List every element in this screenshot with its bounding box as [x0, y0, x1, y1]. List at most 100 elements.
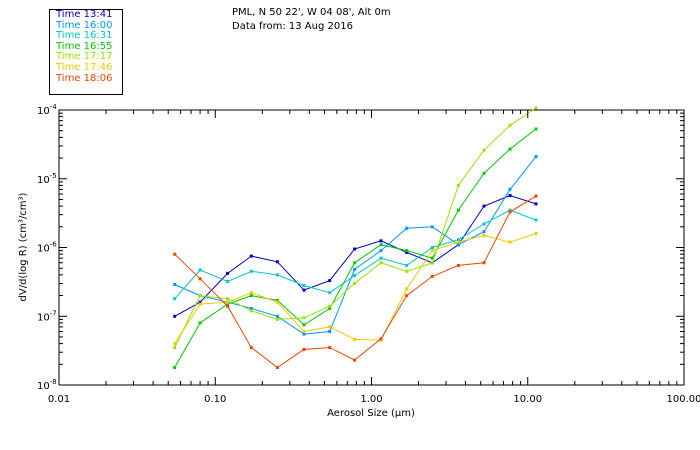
legend-item: Time 17:46: [56, 61, 113, 73]
data-point: [534, 218, 538, 222]
y-axis-label: dV/d(log R) (cm³/cm³): [18, 192, 29, 301]
x-tick-label: 0.10: [204, 394, 226, 405]
data-point: [456, 240, 460, 244]
data-point: [534, 194, 538, 198]
data-point: [302, 323, 306, 327]
y-tick-label: 10-5: [37, 172, 57, 186]
data-point: [226, 300, 230, 304]
data-point: [430, 261, 434, 265]
data-point: [302, 288, 306, 292]
plot-frame: [58, 109, 685, 386]
y-tick-label: 10-4: [37, 103, 57, 117]
data-point: [482, 233, 486, 237]
series-3: [173, 208, 538, 301]
data-point: [353, 274, 357, 278]
data-point: [302, 347, 306, 351]
series-7: [173, 194, 538, 369]
data-point: [353, 247, 357, 251]
data-point: [353, 337, 357, 341]
data-point: [173, 342, 177, 346]
data-point: [275, 300, 279, 304]
data-point: [534, 155, 538, 159]
series-5: [173, 106, 538, 350]
data-point: [198, 321, 202, 325]
series-4: [173, 127, 538, 369]
y-tick-exponent: -5: [50, 172, 57, 180]
data-point: [405, 269, 409, 273]
x-tick-label: 0.01: [48, 394, 70, 405]
data-point: [508, 187, 512, 191]
x-tick-label: 100.00: [667, 394, 700, 405]
data-point: [302, 330, 306, 333]
data-point: [328, 279, 332, 283]
data-point: [508, 208, 512, 212]
data-point: [508, 240, 512, 244]
data-point: [275, 317, 279, 321]
data-point: [379, 243, 383, 247]
data-point: [173, 252, 177, 256]
data-point: [430, 246, 434, 249]
data-point: [328, 304, 332, 308]
legend-item: Time 16:31: [56, 30, 113, 42]
data-point: [249, 309, 253, 313]
legend-item: Time 16:55: [56, 40, 113, 52]
data-point: [249, 254, 253, 258]
location-label: PML, N 50 22', W 04 08', Alt 0m: [232, 7, 391, 18]
legend-item: Time 16:00: [56, 19, 113, 31]
data-point: [249, 269, 253, 273]
data-point: [226, 304, 230, 308]
data-point: [534, 232, 538, 235]
data-point: [430, 249, 434, 253]
data-point: [482, 261, 486, 265]
data-point: [456, 263, 460, 267]
legend-item: Time 18:06: [56, 72, 113, 84]
data-point: [456, 183, 460, 187]
data-point: [353, 267, 357, 271]
data-point: [482, 148, 486, 152]
data-point: [405, 263, 409, 267]
y-tick-exponent: -8: [50, 378, 57, 386]
chart-header: PML, N 50 22', W 04 08', Alt 0m Data fro…: [232, 6, 391, 34]
data-point: [226, 297, 230, 301]
data-point: [508, 194, 512, 197]
data-point: [379, 256, 383, 260]
data-point: [328, 306, 332, 310]
data-point: [405, 249, 409, 253]
series-layer: [173, 106, 538, 369]
data-point: [430, 274, 434, 278]
data-point: [482, 230, 486, 234]
data-point: [198, 302, 202, 306]
data-point: [456, 208, 460, 212]
y-tick-label: 10-6: [37, 241, 57, 255]
series-line: [174, 107, 537, 348]
data-point: [508, 123, 512, 127]
y-tick-label: 10-8: [37, 378, 57, 392]
data-point: [226, 280, 230, 283]
data-point: [353, 358, 357, 362]
x-axis-label: Aerosol Size (µm): [327, 408, 415, 419]
data-point: [430, 256, 434, 260]
data-point: [275, 273, 279, 277]
data-point: [226, 302, 230, 306]
x-axis: 0.01 0.10 1.00 10.00 100.00: [48, 110, 700, 405]
data-point: [328, 330, 332, 333]
data-point: [173, 283, 177, 286]
data-point: [534, 202, 538, 206]
data-point: [328, 291, 332, 295]
data-point: [275, 298, 279, 302]
data-point: [249, 291, 253, 295]
data-point: [249, 294, 253, 298]
series-line: [174, 209, 537, 300]
data-point: [198, 277, 202, 281]
legend-item: Time 17:17: [56, 51, 113, 63]
y-tick-exponent: -7: [50, 309, 57, 317]
data-point: [456, 238, 460, 242]
data-point: [328, 346, 332, 350]
data-point: [275, 314, 279, 318]
legend-items: Time 13:41 Time 16:00 Time 16:31 Time 16:55…: [50, 9, 122, 84]
data-point: [302, 332, 306, 336]
y-tick-label: 10-7: [37, 309, 57, 323]
data-point: [353, 281, 357, 285]
data-point: [173, 297, 177, 301]
